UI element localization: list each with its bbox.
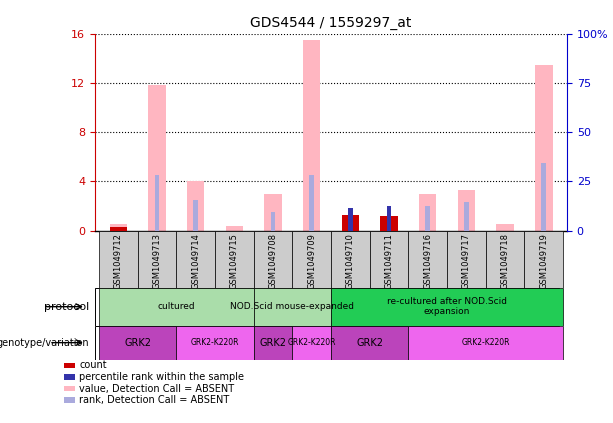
Text: GRK2-K220R: GRK2-K220R [462,338,510,347]
Text: NOD.Scid mouse-expanded: NOD.Scid mouse-expanded [230,302,354,311]
Text: GRK2: GRK2 [259,338,286,348]
Bar [193,200,198,231]
Bar [110,224,127,231]
Text: GRK2: GRK2 [356,338,383,348]
Bar [148,85,166,231]
Bar [254,326,292,360]
Text: GRK2-K220R: GRK2-K220R [191,338,239,347]
Text: GSM1049714: GSM1049714 [191,233,200,289]
Bar [458,190,475,231]
Bar [215,231,254,288]
Text: percentile rank within the sample: percentile rank within the sample [80,372,245,382]
Bar [331,288,563,326]
Bar [447,231,485,288]
Bar [485,231,525,288]
Text: GSM1049716: GSM1049716 [423,233,432,289]
Text: GSM1049713: GSM1049713 [153,233,161,289]
Bar [254,288,331,326]
Text: GSM1049717: GSM1049717 [462,233,471,289]
Bar [380,216,398,231]
Text: value, Detection Call = ABSENT: value, Detection Call = ABSENT [80,384,235,394]
Bar [541,163,546,231]
Bar [341,214,359,231]
Text: GSM1049709: GSM1049709 [307,233,316,289]
Bar [154,175,159,231]
Bar [341,214,359,231]
Text: GRK2: GRK2 [124,338,151,348]
Text: GSM1049708: GSM1049708 [268,233,278,289]
Bar [348,209,352,231]
Bar [64,398,75,403]
Bar [292,326,331,360]
Bar [419,194,436,231]
Text: cultured: cultured [158,302,195,311]
Bar [271,212,275,231]
Bar [64,374,75,380]
Bar [310,175,314,231]
Bar [187,181,204,231]
Bar [387,206,391,231]
Text: GSM1049711: GSM1049711 [384,233,394,289]
Title: GDS4544 / 1559297_at: GDS4544 / 1559297_at [250,16,412,30]
Text: GSM1049715: GSM1049715 [230,233,239,289]
Text: re-cultured after NOD.Scid
expansion: re-cultured after NOD.Scid expansion [387,297,507,316]
Bar [497,224,514,231]
Bar [264,194,282,231]
Text: genotype/variation: genotype/variation [0,338,89,348]
Text: GSM1049718: GSM1049718 [501,233,509,289]
Text: protocol: protocol [44,302,89,312]
Bar [110,227,127,231]
Text: rank, Detection Call = ABSENT: rank, Detection Call = ABSENT [80,395,230,405]
Text: GSM1049719: GSM1049719 [539,233,548,289]
Text: count: count [80,360,107,371]
Bar [331,231,370,288]
Bar [303,40,321,231]
Bar [331,326,408,360]
Bar [137,231,177,288]
Bar [525,231,563,288]
Bar [64,386,75,391]
Bar [535,65,552,231]
Text: GSM1049710: GSM1049710 [346,233,355,289]
Text: GSM1049712: GSM1049712 [114,233,123,289]
Bar [99,288,254,326]
Bar [387,206,391,231]
Text: GRK2-K220R: GRK2-K220R [287,338,336,347]
Bar [408,326,563,360]
Bar [177,231,215,288]
Bar [99,326,177,360]
Bar [348,209,352,231]
Bar [64,363,75,368]
Bar [380,216,398,231]
Bar [408,231,447,288]
Bar [292,231,331,288]
Bar [425,206,430,231]
Bar [177,326,254,360]
Bar [464,202,469,231]
Bar [370,231,408,288]
Bar [226,225,243,231]
Bar [99,231,137,288]
Bar [254,231,292,288]
